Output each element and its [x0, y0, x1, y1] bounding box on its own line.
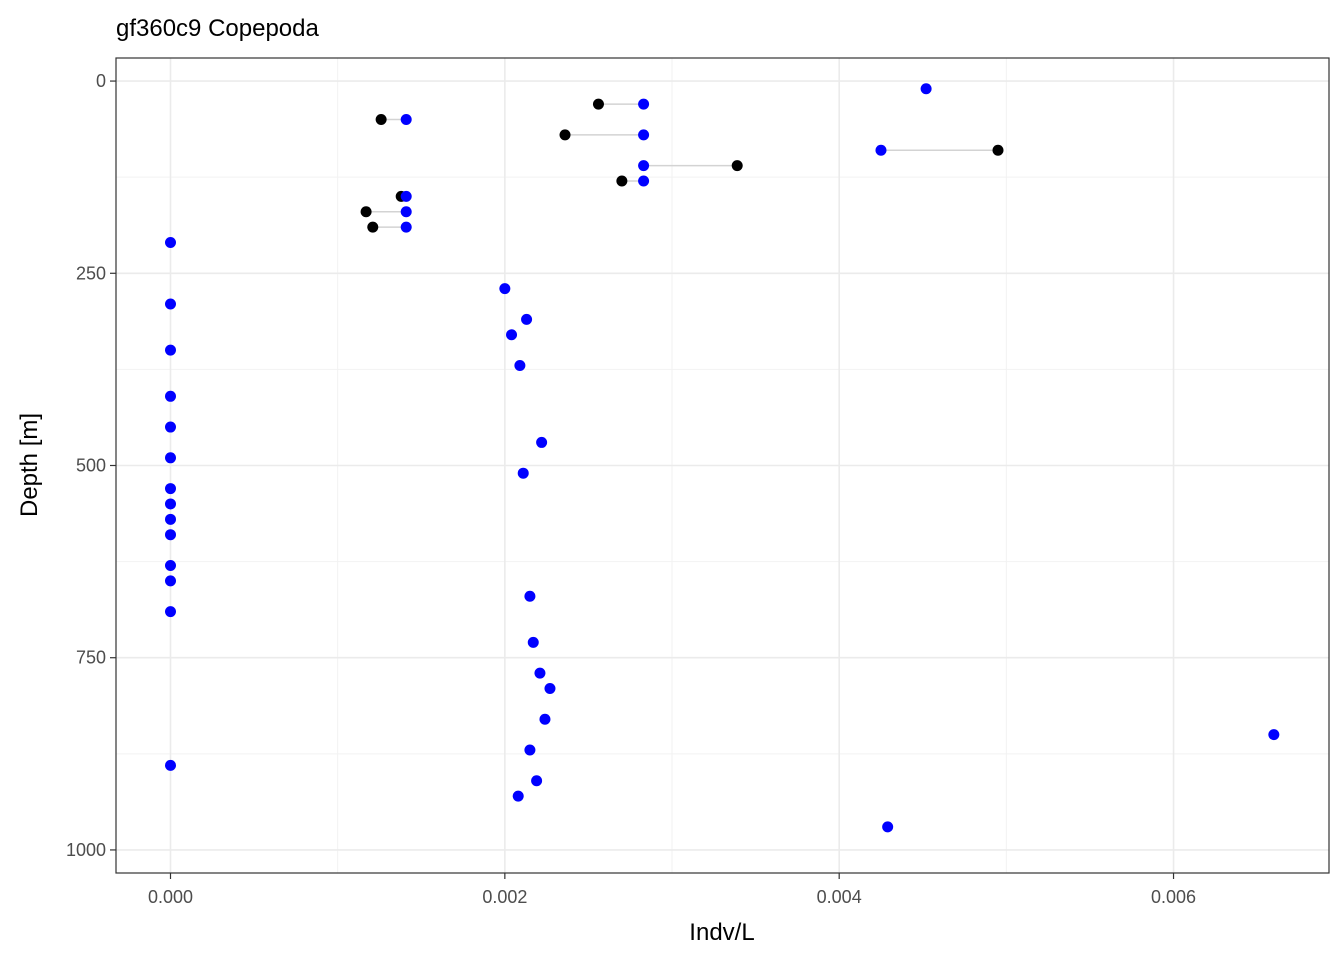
x-tick-label: 0.004 — [817, 887, 862, 907]
data-point-blue — [875, 144, 887, 156]
data-point-blue — [400, 114, 412, 126]
y-tick-label: 500 — [76, 456, 106, 476]
data-point-blue — [524, 744, 536, 756]
data-point-blue — [164, 390, 176, 402]
data-point-blue — [517, 467, 529, 479]
data-point-blue — [164, 513, 176, 525]
y-axis-title: Depth [m] — [16, 413, 43, 517]
data-point-blue — [164, 759, 176, 771]
data-point-blue — [531, 775, 543, 787]
data-point-blue — [164, 575, 176, 587]
data-point-black — [616, 175, 628, 187]
x-axis-title: Indv/L — [689, 919, 754, 946]
data-point-black — [375, 114, 387, 126]
data-point-blue — [638, 129, 650, 141]
point-layer — [164, 83, 1280, 833]
data-point-blue — [638, 98, 650, 110]
data-point-blue — [539, 713, 551, 725]
data-point-blue — [527, 636, 539, 648]
x-tick-label: 0.006 — [1151, 887, 1196, 907]
data-point-blue — [499, 283, 511, 295]
y-tick-label: 250 — [76, 263, 106, 283]
data-point-blue — [164, 498, 176, 510]
chart-title: gf360c9 Copepoda — [116, 15, 319, 42]
x-axis: 0.000 0.002 0.004 0.006 — [148, 873, 1196, 907]
data-point-blue — [164, 298, 176, 310]
data-point-blue — [164, 529, 176, 541]
data-point-blue — [638, 175, 650, 187]
y-axis: 0 250 500 750 1000 — [66, 71, 116, 860]
data-point-black — [367, 221, 379, 233]
data-point-blue — [164, 344, 176, 356]
data-point-black — [592, 98, 604, 110]
y-tick-label: 0 — [96, 71, 106, 91]
data-point-blue — [506, 329, 518, 341]
data-point-blue — [400, 206, 412, 218]
data-point-blue — [534, 667, 546, 679]
data-point-blue — [638, 160, 650, 172]
data-point-blue — [512, 790, 524, 802]
data-point-blue — [521, 313, 533, 325]
data-point-blue — [164, 483, 176, 495]
data-point-blue — [1268, 729, 1280, 741]
data-point-blue — [164, 421, 176, 433]
data-point-blue — [544, 682, 556, 694]
major-gridlines — [116, 58, 1329, 873]
data-point-blue — [536, 436, 548, 448]
data-point-black — [992, 144, 1004, 156]
data-point-blue — [164, 606, 176, 618]
data-point-black — [731, 160, 743, 172]
y-tick-label: 750 — [76, 648, 106, 668]
y-tick-label: 1000 — [66, 840, 106, 860]
x-tick-label: 0.002 — [482, 887, 527, 907]
data-point-blue — [164, 237, 176, 249]
data-point-blue — [400, 221, 412, 233]
data-point-blue — [920, 83, 932, 95]
data-point-blue — [400, 190, 412, 202]
data-point-black — [559, 129, 571, 141]
data-point-black — [360, 206, 372, 218]
data-point-blue — [164, 452, 176, 464]
data-point-blue — [164, 559, 176, 571]
data-point-blue — [514, 360, 526, 372]
data-point-blue — [524, 590, 536, 602]
segment-layer — [366, 103, 998, 228]
x-tick-label: 0.000 — [148, 887, 193, 907]
data-point-blue — [882, 821, 894, 833]
